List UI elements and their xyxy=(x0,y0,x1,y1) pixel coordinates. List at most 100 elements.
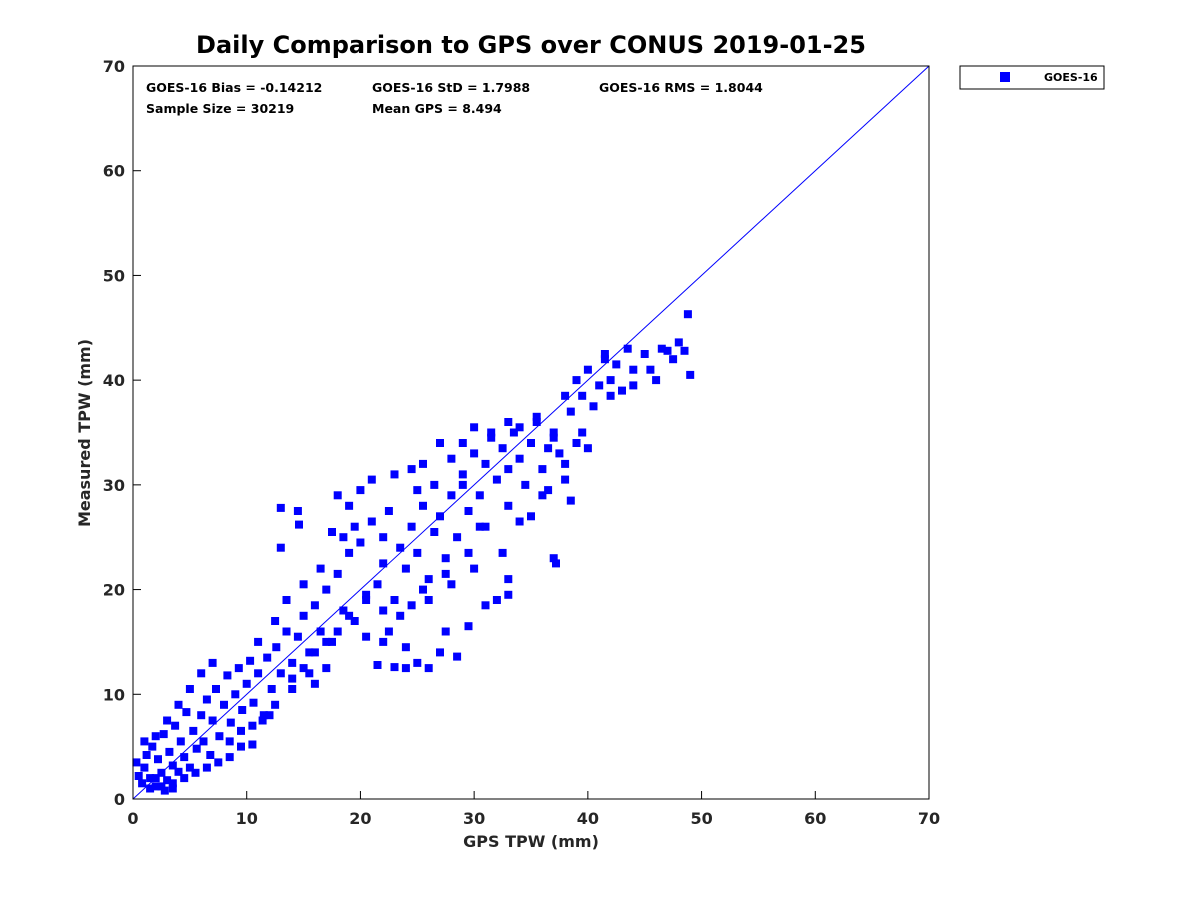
data-point xyxy=(248,721,257,730)
data-point xyxy=(154,755,162,764)
data-point xyxy=(424,575,433,584)
data-point xyxy=(174,767,183,776)
data-point xyxy=(487,433,496,442)
data-point xyxy=(464,507,473,515)
y-tick-label: 60 xyxy=(103,162,125,181)
data-point xyxy=(552,559,560,568)
data-point xyxy=(549,428,558,437)
data-point xyxy=(544,444,553,453)
data-point xyxy=(663,346,672,355)
data-point xyxy=(413,486,422,495)
data-point xyxy=(447,491,456,500)
data-point xyxy=(498,548,507,557)
data-point xyxy=(223,671,232,680)
plot-area-frame xyxy=(132,65,930,800)
x-tick-label: 30 xyxy=(463,809,485,828)
data-point xyxy=(276,669,285,678)
data-point xyxy=(652,376,661,385)
data-point xyxy=(458,439,467,447)
data-point xyxy=(458,480,467,489)
data-point xyxy=(419,459,427,468)
data-point xyxy=(202,763,211,772)
data-point xyxy=(362,590,371,599)
data-point xyxy=(447,580,456,589)
data-point xyxy=(566,496,575,505)
data-point xyxy=(134,772,143,780)
data-point xyxy=(231,690,240,699)
data-point xyxy=(160,786,169,795)
data-point xyxy=(623,344,632,353)
data-point xyxy=(504,418,513,426)
data-point xyxy=(481,522,490,531)
data-point xyxy=(288,658,297,667)
data-point xyxy=(441,627,450,636)
data-point xyxy=(379,606,388,615)
data-point xyxy=(492,475,501,484)
data-point xyxy=(447,454,456,463)
data-point xyxy=(549,433,558,442)
data-point xyxy=(293,632,302,641)
data-point xyxy=(140,737,149,746)
data-point xyxy=(238,706,247,714)
data-point xyxy=(165,747,174,756)
data-point xyxy=(208,658,217,667)
data-point xyxy=(390,663,399,672)
data-point xyxy=(424,664,433,673)
data-point xyxy=(458,470,467,479)
data-point xyxy=(419,585,427,594)
data-point xyxy=(578,391,587,400)
data-point xyxy=(168,784,177,793)
data-point xyxy=(538,491,547,500)
data-point xyxy=(316,627,325,636)
data-point xyxy=(345,548,354,557)
data-point xyxy=(396,611,405,620)
data-point xyxy=(295,520,303,529)
data-point xyxy=(276,503,285,512)
data-point xyxy=(390,470,399,479)
data-point xyxy=(299,664,308,673)
data-point xyxy=(192,744,201,753)
data-point xyxy=(263,653,272,662)
data-point xyxy=(515,517,524,526)
data-point xyxy=(640,350,649,358)
data-point xyxy=(595,381,604,390)
data-point xyxy=(208,716,217,725)
data-point xyxy=(430,480,439,489)
data-point xyxy=(532,412,541,421)
y-axis: 0 10 20 30 40 50 60 70 xyxy=(103,57,141,809)
data-point xyxy=(504,575,513,584)
data-point xyxy=(419,501,427,510)
data-point xyxy=(566,407,575,416)
legend-marker-icon xyxy=(1000,72,1010,82)
stat-mean-gps: Mean GPS = 8.494 xyxy=(372,101,502,116)
data-point xyxy=(168,761,177,770)
stat-rms: GOES-16 RMS = 1.8044 xyxy=(599,80,763,95)
data-point xyxy=(600,350,609,358)
data-point xyxy=(176,737,185,746)
data-point xyxy=(401,664,410,673)
data-point xyxy=(561,459,570,468)
data-point xyxy=(350,522,359,531)
x-tick-label: 10 xyxy=(236,809,258,828)
data-point xyxy=(384,507,393,515)
data-point xyxy=(407,465,416,474)
data-point xyxy=(481,601,490,610)
data-point xyxy=(362,596,371,604)
data-point xyxy=(453,533,462,542)
data-point xyxy=(396,543,405,552)
data-point xyxy=(282,596,291,604)
data-point xyxy=(254,669,263,678)
data-point xyxy=(379,559,388,568)
data-point xyxy=(487,428,496,437)
y-tick-label: 10 xyxy=(103,685,125,704)
legend-box xyxy=(959,65,1105,90)
data-point xyxy=(237,742,245,751)
data-point xyxy=(191,768,200,777)
data-point xyxy=(225,737,234,746)
stat-sample-size: Sample Size = 30219 xyxy=(146,101,294,116)
data-point xyxy=(310,601,319,610)
data-point xyxy=(527,439,535,447)
data-point xyxy=(293,507,302,515)
data-point xyxy=(680,346,689,355)
data-point xyxy=(504,501,513,510)
